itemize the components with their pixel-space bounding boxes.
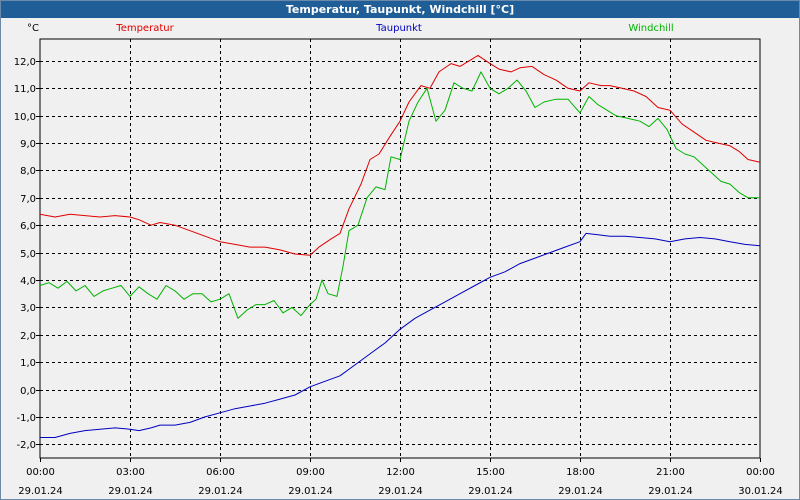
x-tick-label-time: 18:00 xyxy=(566,467,595,478)
y-tick-label: 7,0 xyxy=(20,194,36,205)
series-line-temperatur xyxy=(39,54,761,256)
legend-item-taupunkt: Taupunkt xyxy=(375,23,422,34)
y-tick-label: 5,0 xyxy=(20,249,36,260)
x-tick-label-date: 29.01.24 xyxy=(468,486,513,497)
y-tick-label: 9,0 xyxy=(20,139,36,150)
x-tick-label-time: 21:00 xyxy=(656,467,685,478)
x-tick-label-date: 29.01.24 xyxy=(18,486,63,497)
y-tick-label: -1,0 xyxy=(16,413,36,424)
y-tick-label: 11,0 xyxy=(14,84,36,95)
x-tick-label-date: 29.01.24 xyxy=(288,486,333,497)
grid xyxy=(40,39,760,458)
x-tick-label-time: 06:00 xyxy=(206,467,235,478)
y-tick-label: 4,0 xyxy=(20,276,36,287)
y-axis-label: °C xyxy=(27,23,39,34)
y-tick-label: 2,0 xyxy=(20,331,36,342)
series-line-windchill xyxy=(39,71,760,319)
x-tick-label-date: 29.01.24 xyxy=(558,486,603,497)
x-tick-label-time: 12:00 xyxy=(386,467,415,478)
chart-title: Temperatur, Taupunkt, Windchill [°C] xyxy=(1,1,799,18)
legend-item-temperatur: Temperatur xyxy=(115,23,174,34)
y-tick-label: 6,0 xyxy=(20,221,36,232)
legend-item-windchill: Windchill xyxy=(628,23,673,34)
y-tick-label: 12,0 xyxy=(14,57,36,68)
y-tick-label: 0,0 xyxy=(20,386,36,397)
x-tick-label-date: 29.01.24 xyxy=(648,486,693,497)
x-tick-label-time: 03:00 xyxy=(116,467,145,478)
x-tick-label-date: 29.01.24 xyxy=(108,486,153,497)
x-tick-label-time: 15:00 xyxy=(476,467,505,478)
series-line-taupunkt xyxy=(40,232,761,438)
y-tick-label: 10,0 xyxy=(14,112,36,123)
series-lines xyxy=(39,54,761,438)
x-tick-label-time: 00:00 xyxy=(746,467,775,478)
x-tick-label-date: 29.01.24 xyxy=(378,486,423,497)
y-axis-ticks: 12,0 11,0 10,0 9,0 8,0 7,0 6,0 5,0 4,0 3,0 2,0 1,0 0… xyxy=(14,57,40,451)
y-tick-label: 1,0 xyxy=(20,358,36,369)
y-tick-label: 8,0 xyxy=(20,166,36,177)
x-tick-label-date: 29.01.24 xyxy=(198,486,243,497)
chart-canvas: 12,0 11,0 10,0 9,0 8,0 7,0 6,0 5,0 4,0 3,0 2,0 1,0 0… xyxy=(14,23,783,497)
x-tick-label-time: 09:00 xyxy=(296,467,325,478)
y-tick-label: -2,0 xyxy=(16,440,36,451)
x-tick-label-time: 00:00 xyxy=(26,467,55,478)
x-axis-ticks: 00:00 29.01.24 03:00 29.01.24 06:00 29.01.24 0… xyxy=(18,458,783,497)
x-tick-label-date: 30.01.24 xyxy=(738,486,783,497)
legend: Temperatur Taupunkt Windchill xyxy=(115,23,673,34)
y-tick-label: 3,0 xyxy=(20,303,36,314)
